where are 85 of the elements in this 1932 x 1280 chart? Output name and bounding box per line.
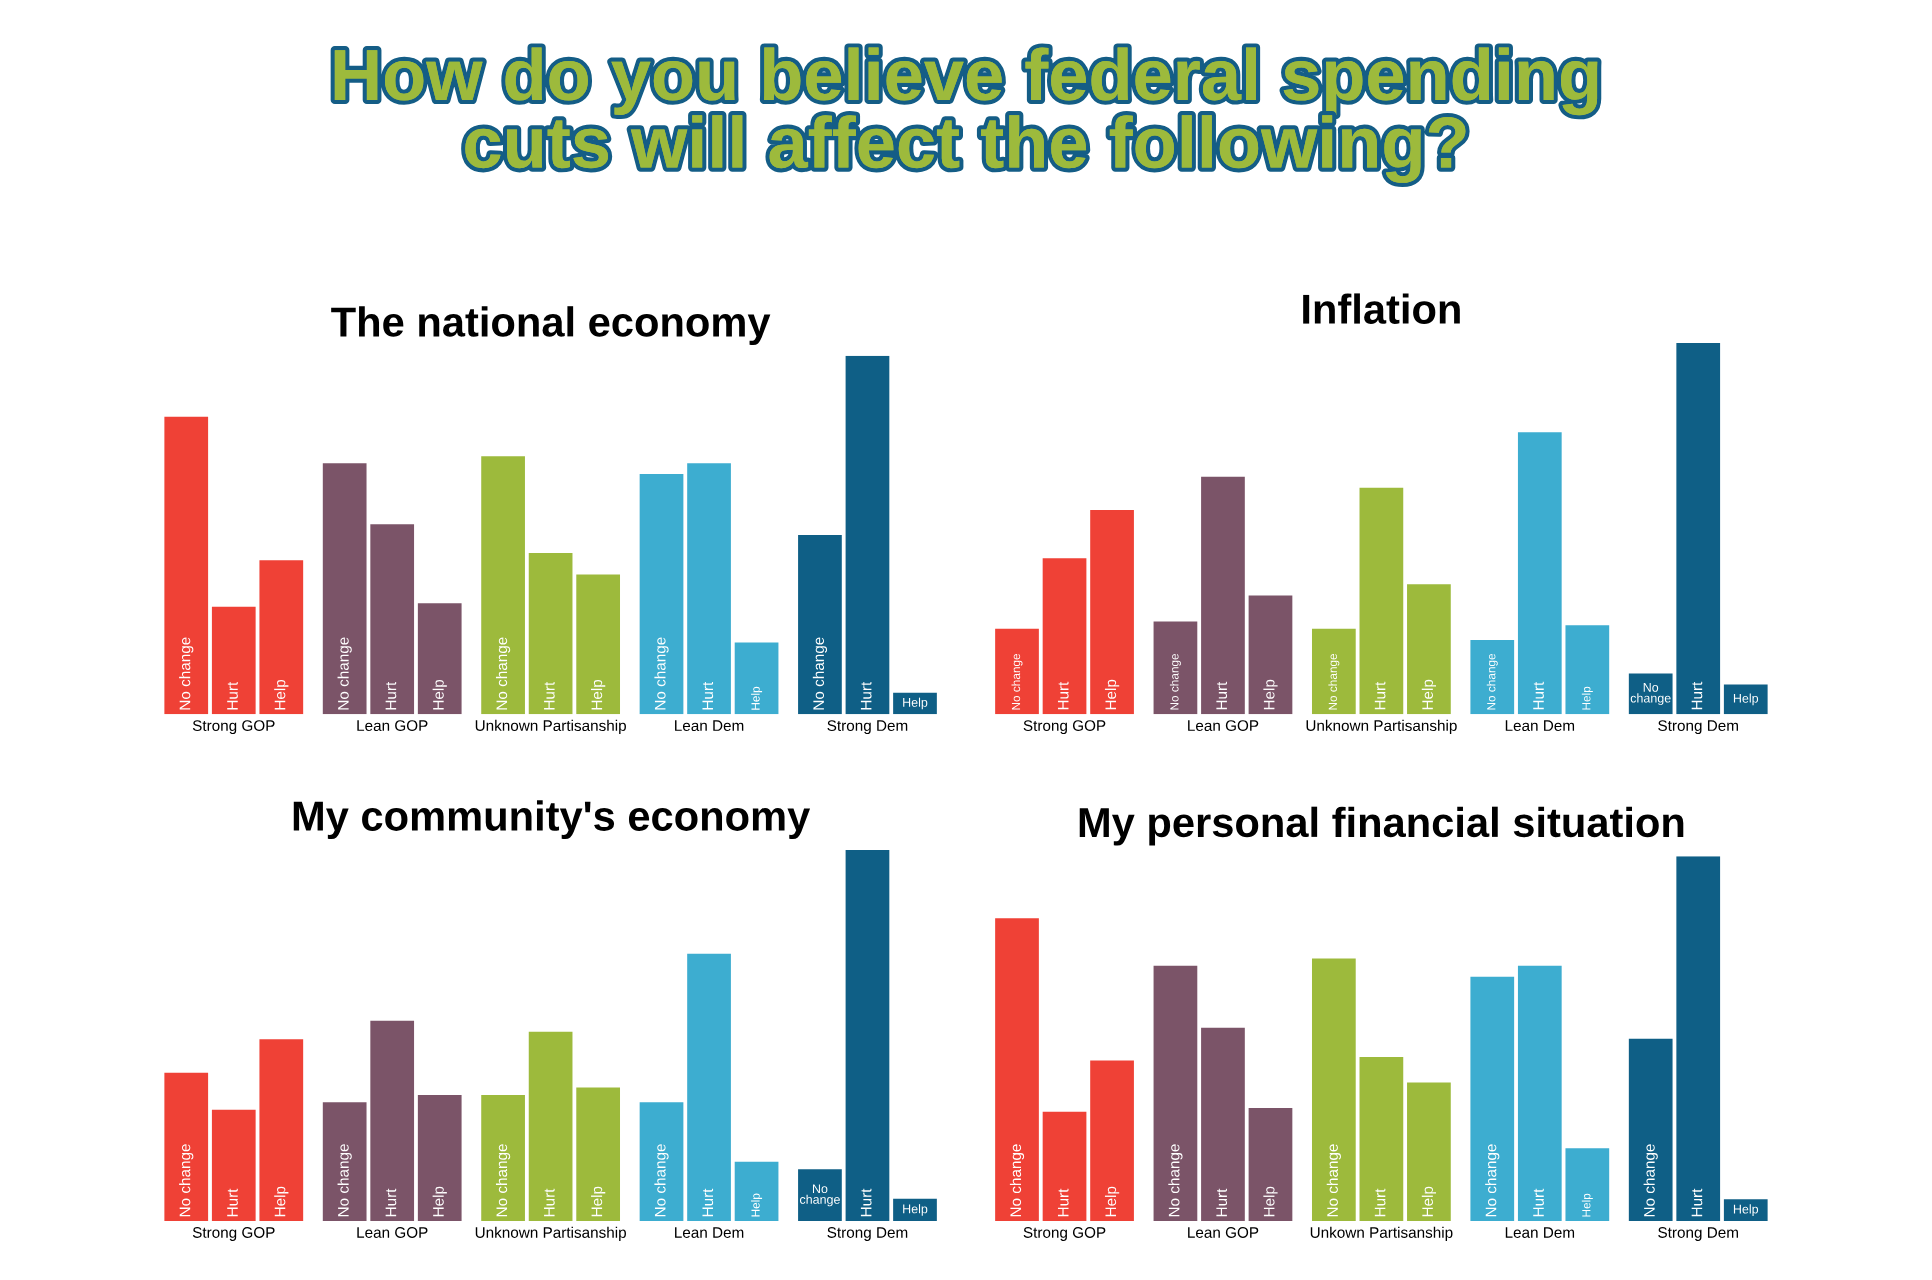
text: Help: [1104, 679, 1120, 710]
x-tick-label: Unknown Partisanship: [475, 1226, 626, 1241]
text: Help: [432, 679, 447, 710]
text: Hurt: [1533, 681, 1544, 710]
x-tick-label: Lean Dem: [1505, 720, 1575, 732]
text: No change: [1169, 653, 1181, 710]
series-label: No change: [799, 1184, 840, 1207]
series-label: Hurt: [227, 1188, 238, 1217]
x-tick-label: Strong GOP: [1023, 720, 1106, 735]
chart-title: Inflation: [1303, 293, 1460, 325]
text: Help: [591, 679, 606, 710]
x-tick-label: Lean GOP: [357, 1227, 428, 1238]
text: Hurt: [702, 681, 714, 710]
series-label: Help: [1581, 1193, 1593, 1217]
text: Hurt: [1691, 1188, 1703, 1217]
chart-title: The national economy: [331, 306, 771, 346]
text: Help: [274, 1186, 289, 1217]
text: No change: [1486, 653, 1498, 710]
series-label: Help: [1581, 686, 1593, 710]
text: No change: [1168, 1144, 1183, 1217]
text: No change: [337, 1144, 352, 1217]
text: Hurt: [1374, 681, 1386, 710]
chart-title: My community's economy: [293, 800, 811, 840]
text: Hurt: [1533, 1188, 1544, 1217]
text: No change: [654, 1144, 669, 1217]
series-label: Help: [751, 1193, 763, 1217]
text: No change: [812, 637, 828, 710]
text: How do you believe federal spending cuts will affect the following?: [334, 47, 1598, 183]
series-label: Hurt: [1057, 681, 1069, 710]
text: Help: [1421, 679, 1437, 710]
series-label: No change: [1009, 1144, 1025, 1217]
text: Help: [903, 1204, 928, 1216]
text: Help: [1733, 693, 1759, 706]
x-tick-label: Lean GOP: [357, 720, 428, 732]
x-tick-label: Strong GOP: [192, 1227, 275, 1241]
text: Hurt: [385, 1188, 397, 1217]
text: Help: [1421, 1186, 1437, 1217]
text: Help: [1263, 1186, 1278, 1217]
text: No change: [1328, 653, 1340, 710]
x-tick-label: Strong GOP: [192, 720, 275, 735]
text: No change: [1643, 1144, 1658, 1217]
x-tick-label: Lean GOP: [1188, 720, 1259, 732]
text: Help: [1733, 1204, 1759, 1216]
text: Help: [1104, 1186, 1120, 1217]
x-tick-label: Unknown Partisanship: [1306, 719, 1457, 735]
chart-title: My personal financial situation: [1079, 806, 1684, 846]
x-tick-label: Strong Dem: [827, 720, 908, 735]
text: Hurt: [385, 681, 397, 710]
text: Hurt: [1691, 681, 1703, 710]
text: No change: [337, 637, 352, 710]
text: No change: [1326, 1144, 1341, 1217]
x-tick-label: Strong Dem: [1658, 720, 1738, 735]
series-label: Help: [751, 686, 763, 710]
text: Help: [274, 679, 289, 710]
series-label: No change: [179, 637, 194, 710]
text: Hurt: [702, 1188, 714, 1217]
x-tick-label: Strong GOP: [1023, 1227, 1106, 1241]
text: Help: [432, 1186, 447, 1217]
text: Help: [591, 1186, 606, 1217]
text: No change: [179, 1144, 194, 1217]
x-tick-label: Strong Dem: [1658, 1227, 1738, 1241]
text: Hurt: [860, 681, 872, 710]
text: No change: [495, 1144, 511, 1217]
text: Hurt: [860, 1188, 872, 1217]
text: Hurt: [544, 1188, 555, 1217]
x-tick-label: Lean GOP: [1188, 1227, 1259, 1238]
series-label: Hurt: [1057, 1188, 1069, 1217]
x-tick-label: Lean Dem: [675, 720, 744, 732]
series-label: No change: [1630, 683, 1671, 706]
text: No change: [654, 637, 669, 710]
text: No change: [495, 637, 511, 710]
x-tick-label: Lean Dem: [1505, 1227, 1575, 1238]
text: Help: [1263, 679, 1278, 710]
x-tick-label: Lean Dem: [675, 1227, 744, 1238]
text: Hurt: [544, 681, 555, 710]
text: No change: [1485, 1144, 1500, 1217]
text: Hurt: [1216, 1188, 1228, 1217]
text: Help: [903, 697, 928, 710]
x-tick-label: Unkown Partisanship: [1310, 1226, 1453, 1241]
text: Hurt: [1216, 681, 1228, 710]
x-tick-label: Unknown Partisanship: [475, 719, 626, 735]
x-tick-label: Strong Dem: [827, 1227, 908, 1241]
text: No change: [1011, 653, 1023, 710]
series-label: Hurt: [227, 681, 238, 710]
text: Hurt: [1374, 1188, 1386, 1217]
